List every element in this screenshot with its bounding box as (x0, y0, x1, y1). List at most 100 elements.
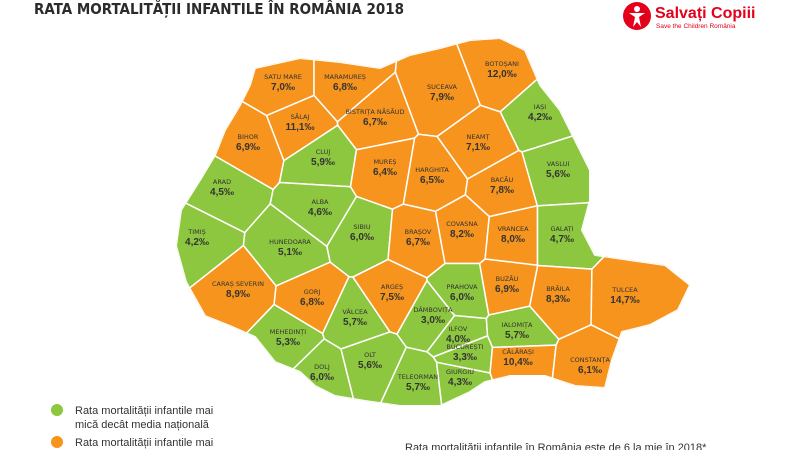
county-rate: 4,2‰ (185, 237, 209, 248)
county-name: SIBIU (353, 223, 370, 231)
county-name: GORJ (304, 288, 321, 296)
county-rate: 5,9‰ (311, 157, 335, 168)
county-name: COVASNA (446, 220, 478, 228)
county-name: BISTRIȚA NĂSĂUD (345, 107, 404, 117)
county-rate: 6,7‰ (363, 117, 387, 128)
logo: Salvați Copiii Save the Children România (623, 2, 755, 30)
footer-note: Rata mortalității infantile în România e… (405, 442, 707, 450)
county-rate: 3,3‰ (453, 352, 477, 363)
county-name: CĂLĂRAȘI (502, 347, 534, 356)
legend-label: mică decât media națională (75, 419, 210, 431)
county-name: IAȘI (534, 103, 546, 111)
county-name: MEHEDINȚI (270, 328, 306, 337)
county-name: TELEORMAN (397, 373, 438, 381)
county-rate: 10,4‰ (503, 357, 532, 368)
county-rate: 14,7‰ (610, 295, 639, 306)
county-name: BUCUREȘTI (446, 343, 483, 351)
county-rate: 7,1‰ (466, 142, 490, 153)
county-rate: 8,2‰ (450, 229, 474, 240)
county-rate: 4,6‰ (308, 207, 332, 218)
logo-name: Salvați Copiii (655, 5, 755, 22)
county-name: OLT (364, 351, 376, 359)
county-name: BIHOR (238, 133, 259, 141)
logo-icon-head (634, 6, 640, 12)
legend-label: Rata mortalității infantile mai (75, 405, 213, 417)
county-name: BUZĂU (496, 274, 519, 283)
county-name: BOTOȘANI (485, 60, 519, 68)
county-rate: 5,3‰ (276, 337, 300, 348)
county-rate: 4,2‰ (528, 112, 552, 123)
county-rate: 5,6‰ (546, 169, 570, 180)
county-name: ARGEȘ (381, 283, 403, 291)
logo-icon-body (629, 13, 645, 27)
county-name: SUCEAVA (427, 83, 458, 91)
county-name: MARAMUREȘ (324, 73, 366, 81)
legend-swatch (51, 436, 63, 448)
county-rate: 6,4‰ (373, 167, 397, 178)
county-rate: 7,9‰ (430, 92, 454, 103)
county-region (545, 323, 690, 406)
county-rate: 7,5‰ (380, 292, 404, 303)
county-rate: 6,8‰ (333, 82, 357, 93)
county-rate: 7,8‰ (490, 185, 514, 196)
title: RATA MORTALITĂȚII INFANTILE ÎN ROMÂNIA 2… (34, 0, 404, 18)
county-name: SATU MARE (264, 73, 302, 81)
county-rate: 6,0‰ (350, 232, 374, 243)
county-rate: 5,7‰ (343, 317, 367, 328)
county-name: TULCEA (611, 286, 638, 294)
county-rate: 11,1‰ (286, 122, 315, 133)
county-name: CLUJ (316, 148, 331, 156)
county-name: GIURGIU (446, 368, 474, 376)
county-region (176, 38, 315, 117)
county-name: MUREȘ (373, 158, 396, 166)
legend: Rata mortalității infantile mai mică decâ… (51, 404, 213, 449)
regions (176, 38, 690, 406)
county-name: VRANCEA (497, 225, 529, 233)
county-rate: 5,7‰ (406, 382, 430, 393)
county-name: SĂLAJ (291, 112, 310, 121)
county-rate: 6,1‰ (578, 365, 602, 376)
county-rate: 4,3‰ (448, 377, 472, 388)
county-rate: 5,7‰ (505, 330, 529, 341)
county-rate: 6,8‰ (300, 297, 324, 308)
county-name: PRAHOVA (447, 283, 479, 291)
legend-label: Rata mortalității infantile mai (75, 437, 213, 449)
county-name: BRĂILA (546, 284, 570, 293)
county-name: VÂLCEA (342, 307, 368, 316)
county-rate: 5,1‰ (278, 247, 302, 258)
county-name: ILFOV (449, 325, 468, 333)
county-rate: 5,6‰ (358, 360, 382, 371)
county-rate: 6,7‰ (406, 237, 430, 248)
county-name: GALAȚI (550, 225, 573, 234)
county-rate: 6,9‰ (236, 142, 260, 153)
county-rate: 4,7‰ (550, 234, 574, 245)
county-rate: 8,3‰ (546, 294, 570, 305)
county-name: NEAMȚ (467, 133, 490, 142)
county-name: DÂMBOVIȚA (413, 305, 453, 315)
county-name: ARAD (213, 178, 231, 186)
county-name: IALOMIȚA (502, 321, 533, 330)
logo-tagline: Save the Children România (656, 23, 736, 30)
county-rate: 12,0‰ (487, 69, 516, 80)
county-region (499, 38, 690, 153)
county-name: CARAȘ SEVERIN (212, 280, 264, 288)
county-rate: 4,5‰ (210, 187, 234, 198)
legend-swatch (51, 404, 63, 416)
county-name: BRAȘOV (405, 228, 432, 236)
county-name: BACĂU (491, 175, 514, 184)
county-name: HARGHITA (415, 166, 449, 174)
county-rate: 4,0‰ (446, 334, 470, 345)
county-rate: 7,0‰ (271, 82, 295, 93)
county-name: DOLJ (314, 363, 330, 371)
county-rate: 8,9‰ (226, 289, 250, 300)
county-rate: 6,5‰ (420, 175, 444, 186)
county-name: VASLUI (547, 160, 570, 168)
county-name: ALBA (312, 198, 330, 206)
county-rate: 3,0‰ (421, 315, 445, 326)
county-name: CONSTANȚA (570, 356, 610, 365)
county-name: HUNEDOARA (269, 238, 311, 246)
county-name: TIMIȘ (187, 228, 206, 236)
